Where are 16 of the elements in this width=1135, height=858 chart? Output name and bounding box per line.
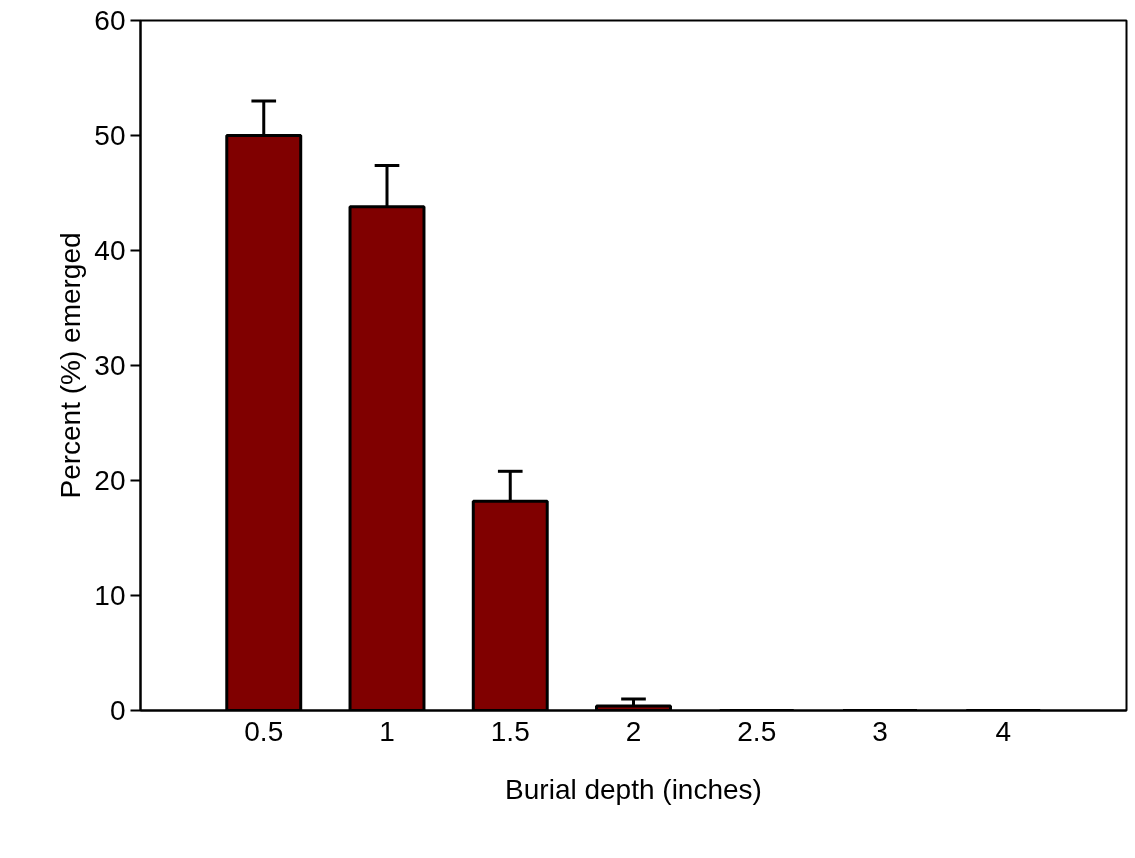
y-tick-label: 50 <box>94 120 126 151</box>
y-tick-label: 30 <box>94 350 126 381</box>
y-tick-label: 0 <box>109 695 126 726</box>
x-axis-title: Burial depth (inches) <box>505 773 762 805</box>
x-tick-label: 2 <box>625 715 642 747</box>
y-tick-label: 10 <box>94 580 126 611</box>
x-tick-label: 2.5 <box>737 715 777 747</box>
y-tick-label: 60 <box>94 5 126 36</box>
x-tick-label: 1 <box>379 715 395 747</box>
y-axis-title: Percent (%) emerged <box>55 232 87 499</box>
x-tick-label: 4 <box>995 715 1012 747</box>
x-tick-label: 3 <box>872 715 888 747</box>
y-tick-label: 20 <box>94 465 126 496</box>
x-tick-label: 0.5 <box>244 715 284 747</box>
y-tick-label: 40 <box>94 235 126 266</box>
x-tick-label: 1.5 <box>490 715 530 747</box>
